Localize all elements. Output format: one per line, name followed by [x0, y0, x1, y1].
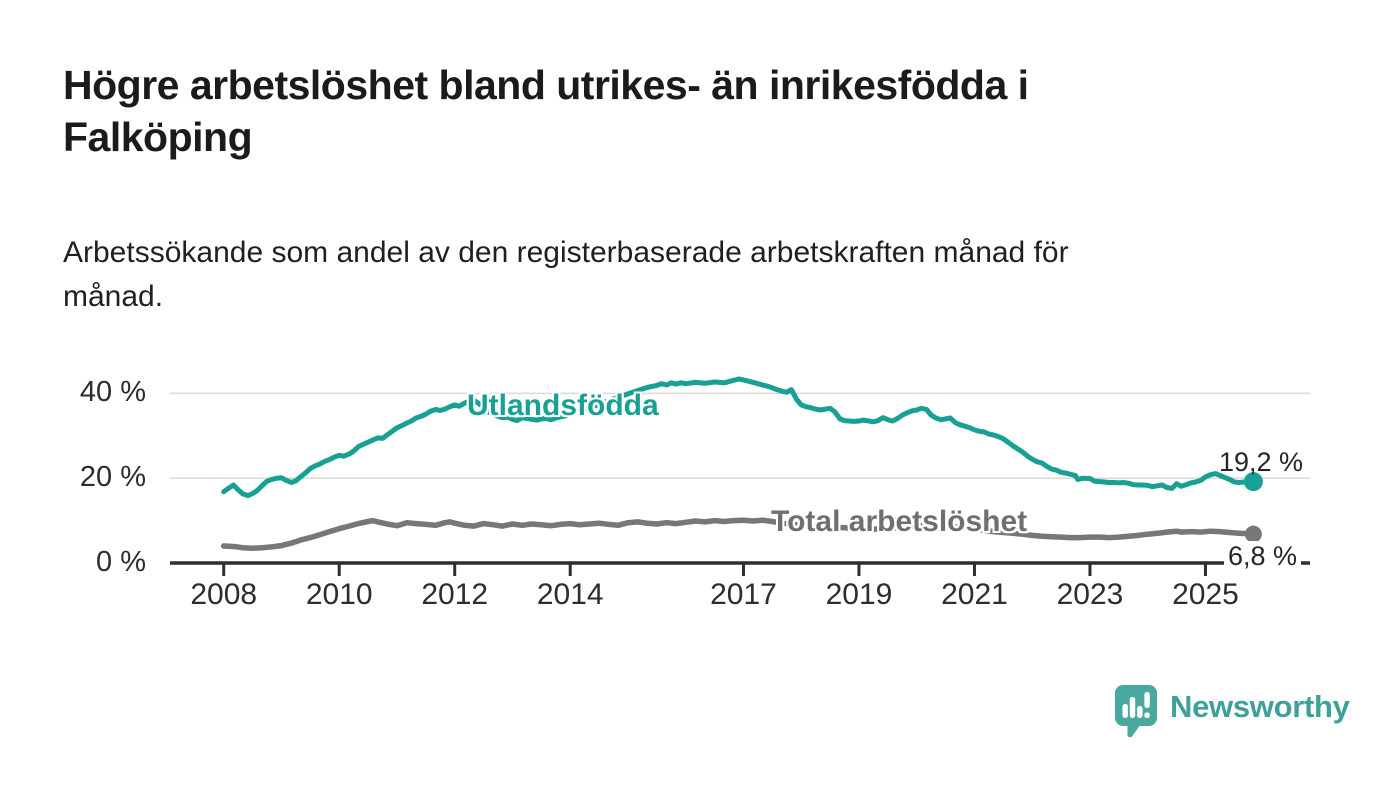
page-title: Högre arbetslöshet bland utrikes- än inr…: [63, 62, 1029, 160]
bar-chart-speech-bubble-icon: [1115, 685, 1157, 738]
x-axis-tick-label: 2023: [1056, 578, 1124, 611]
utlandsfodda-end-dot: [1243, 472, 1263, 492]
chart-subtitle: Arbetssökande som andel av den registerb…: [63, 236, 1069, 314]
utlandsfodda-line: [221, 376, 1256, 499]
series-label-utlandsfodda: Utlandsfödda: [467, 389, 659, 422]
x-axis-tick-label: 2014: [536, 578, 604, 611]
y-axis-tick-label: 40 %: [79, 376, 146, 409]
newsworthy-logo-text: Newsworthy: [1170, 689, 1350, 724]
y-axis-tick-label: 0 %: [96, 546, 146, 578]
x-axis-tick-label: 2008: [190, 578, 258, 611]
total-end-dot: [1244, 525, 1262, 543]
x-axis-tick-label: 2017: [710, 578, 777, 611]
x-axis-tick-label: 2025: [1172, 578, 1239, 611]
x-axis-tick-label: 2012: [421, 578, 489, 611]
end-value-total-arbetsloshet: 6,8 %: [1224, 541, 1302, 572]
x-axis-tick-label: 2021: [941, 578, 1008, 611]
newsworthy-logo: Newsworthy: [1113, 684, 1350, 740]
end-value-utlandsfodda: 19,2 %: [1219, 447, 1304, 477]
series-label-total-arbetsloshet: Total arbetslöshet: [771, 505, 1028, 538]
x-axis-tick-label: 2019: [825, 578, 893, 611]
y-axis-tick-label: 20 %: [79, 461, 146, 494]
total-arbetsloshet-line: [220, 517, 1257, 551]
x-axis-tick-label: 2010: [305, 578, 373, 611]
